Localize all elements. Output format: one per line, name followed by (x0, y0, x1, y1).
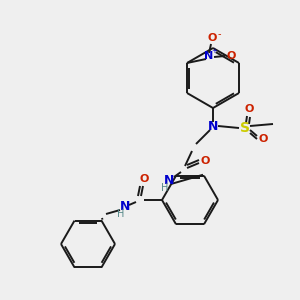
Text: O: O (258, 134, 268, 144)
Text: N: N (164, 175, 174, 188)
Text: +: + (211, 48, 217, 54)
Text: O: O (226, 51, 236, 61)
Text: H: H (117, 209, 125, 219)
Text: N: N (120, 200, 130, 214)
Text: O: O (200, 156, 210, 166)
Text: -: - (217, 29, 221, 39)
Text: O: O (244, 104, 254, 114)
Text: N: N (208, 119, 218, 133)
Text: H: H (161, 183, 169, 193)
Text: O: O (139, 174, 149, 184)
Text: N: N (204, 51, 214, 61)
Text: O: O (207, 33, 217, 43)
Text: S: S (240, 121, 250, 135)
